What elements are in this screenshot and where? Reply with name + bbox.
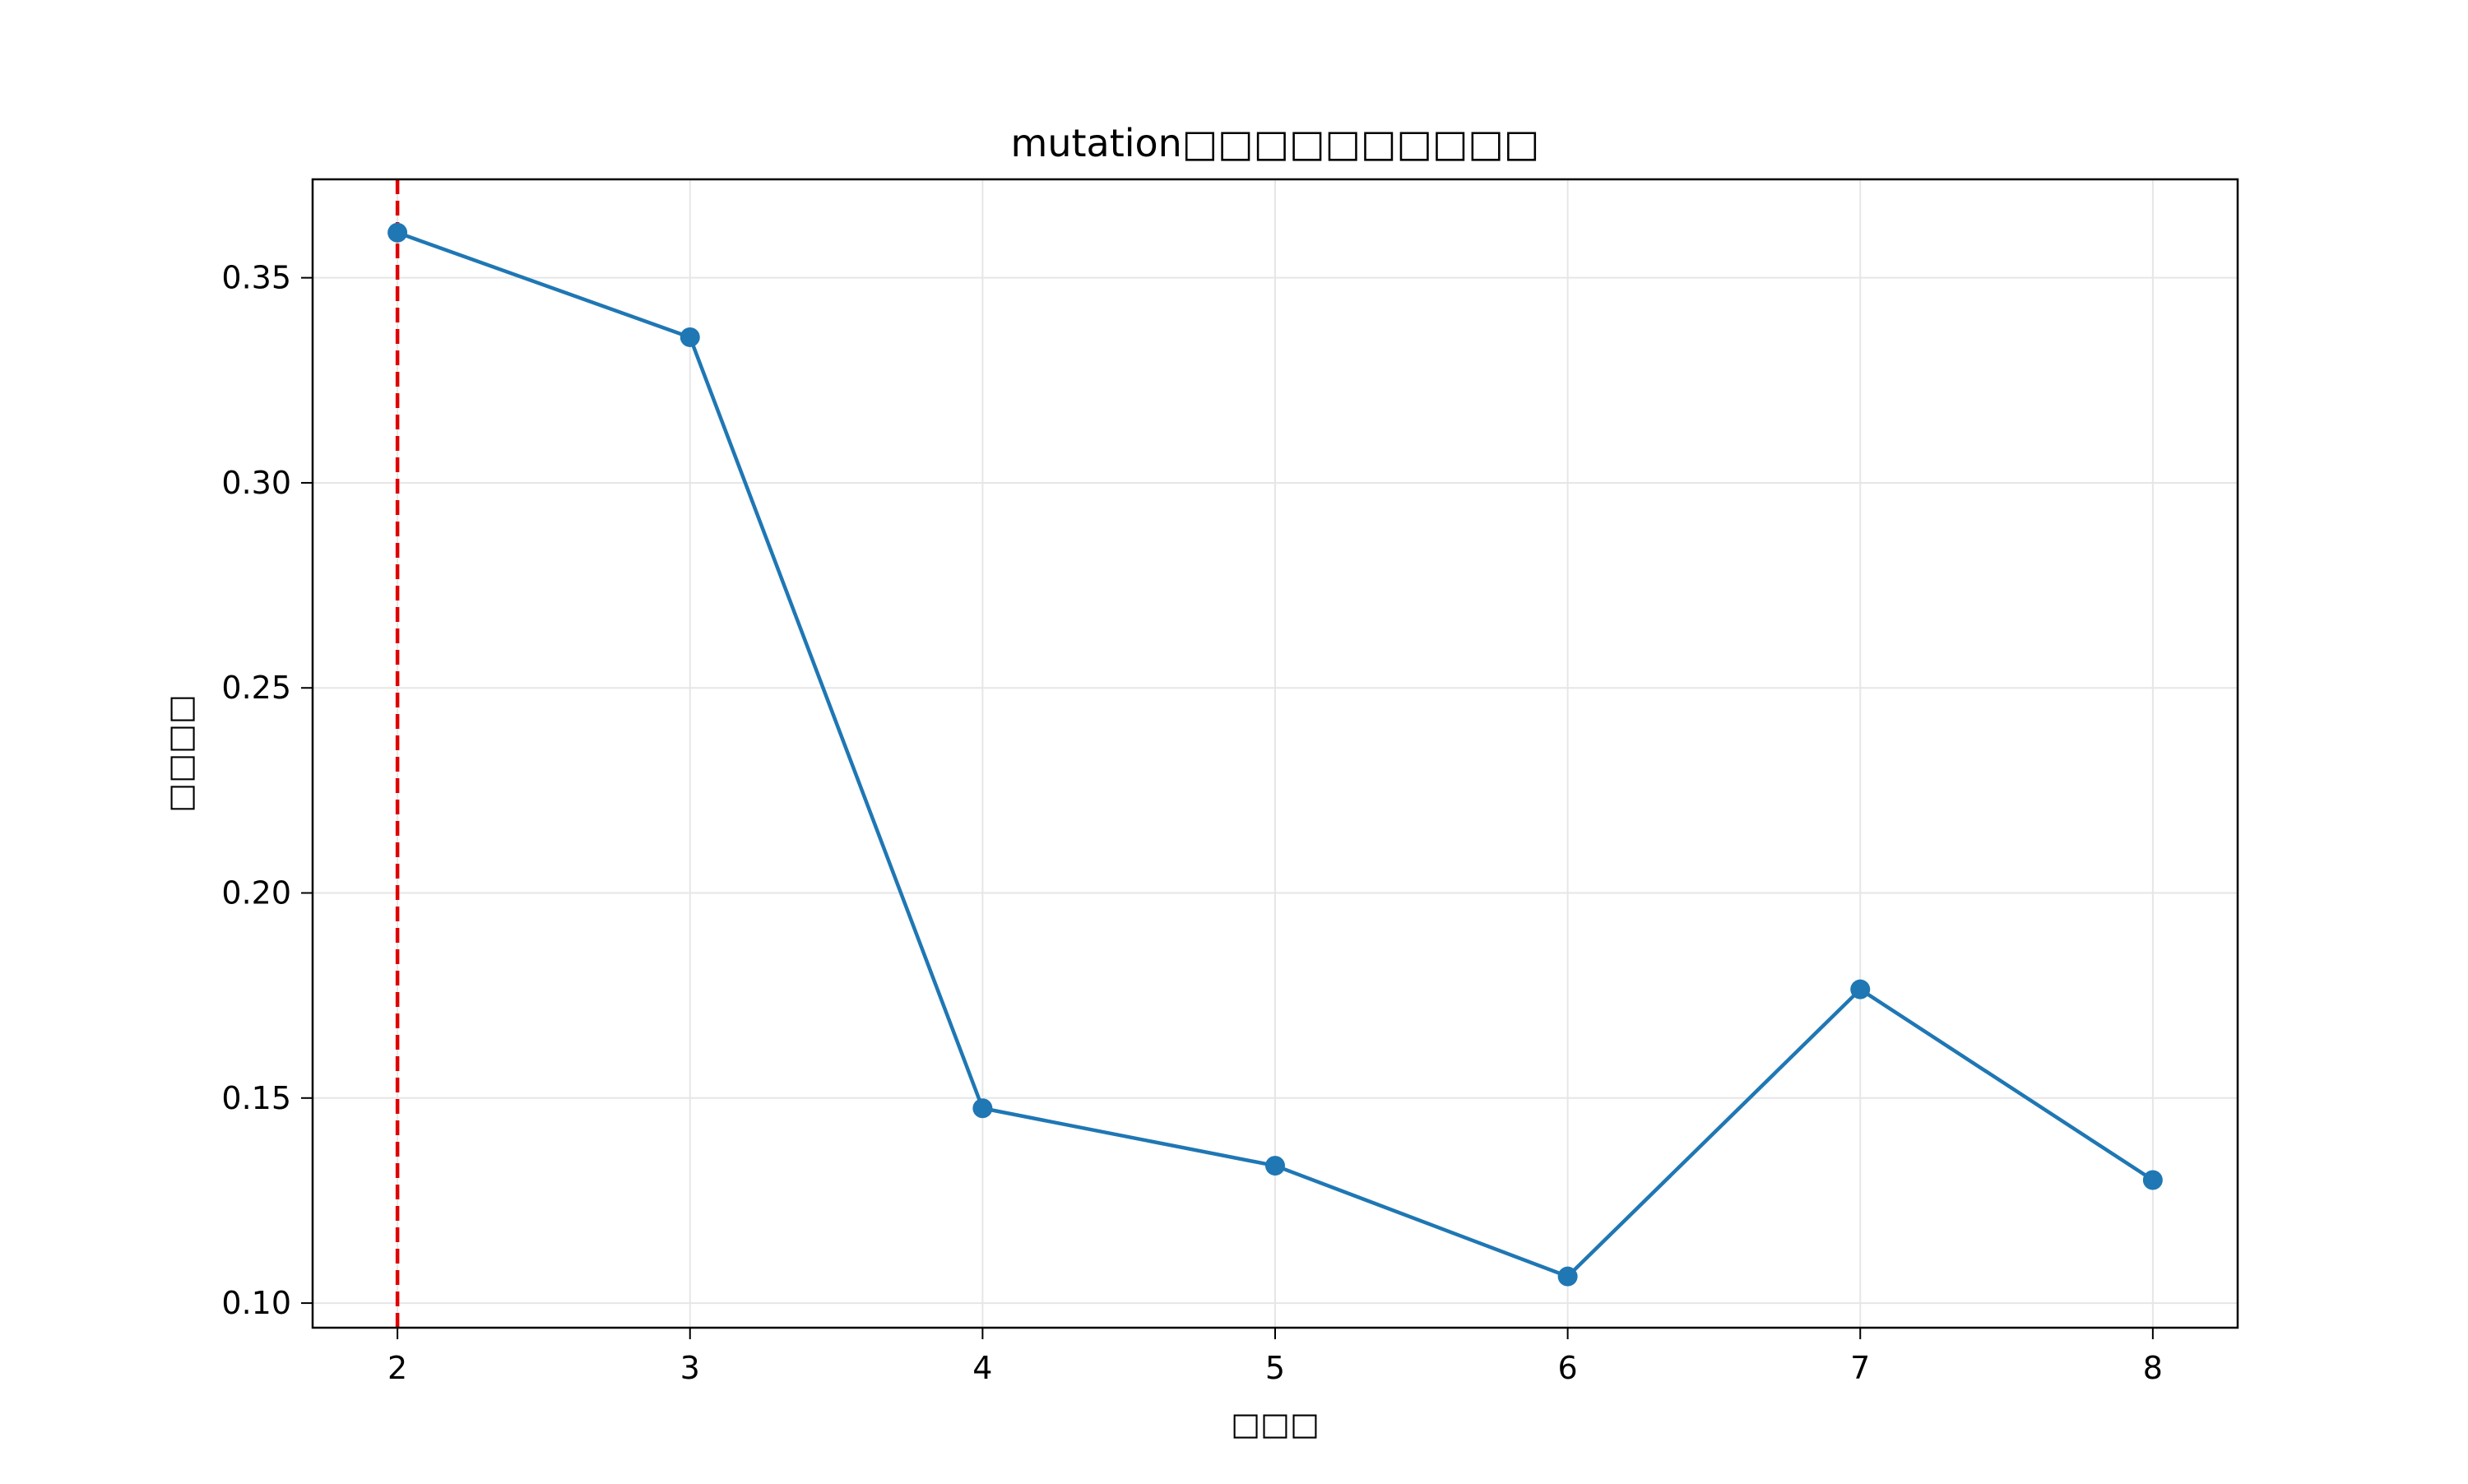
- x-tick-label: 3: [680, 1350, 700, 1386]
- grid-lines: [313, 179, 2238, 1328]
- y-tick-label: 0.35: [221, 260, 291, 296]
- y-tick-label: 0.25: [221, 670, 291, 706]
- y-tick-label: 0.20: [221, 875, 291, 911]
- data-point: [387, 222, 408, 243]
- data-point: [2142, 1170, 2163, 1190]
- data-point: [1850, 979, 1871, 999]
- x-tick-label: 4: [972, 1350, 992, 1386]
- x-tick-label: 5: [1265, 1350, 1285, 1386]
- data-point: [972, 1098, 993, 1119]
- y-tick-label: 0.30: [221, 465, 291, 501]
- data-point: [1265, 1156, 1285, 1176]
- y-tick-label: 0.10: [221, 1285, 291, 1321]
- x-axis-title: □□□: [1231, 1406, 1320, 1442]
- chart-title: mutation□□□□□□□□□□: [1011, 121, 1540, 165]
- x-tick-label: 7: [1850, 1350, 1870, 1386]
- y-axis-title: □□□□: [162, 694, 198, 813]
- data-point: [680, 327, 700, 347]
- data-point: [1557, 1266, 1578, 1287]
- x-tick-label: 6: [1558, 1350, 1578, 1386]
- x-tick-label: 8: [2143, 1350, 2163, 1386]
- series-layer: [387, 222, 2163, 1287]
- x-tick-label: 2: [387, 1350, 407, 1386]
- axis-ticks: 2 3 4 5 6 7 8 0.10 0.15 0.20 0.25 0.30 0.35: [221, 260, 2163, 1386]
- y-tick-label: 0.15: [221, 1080, 291, 1116]
